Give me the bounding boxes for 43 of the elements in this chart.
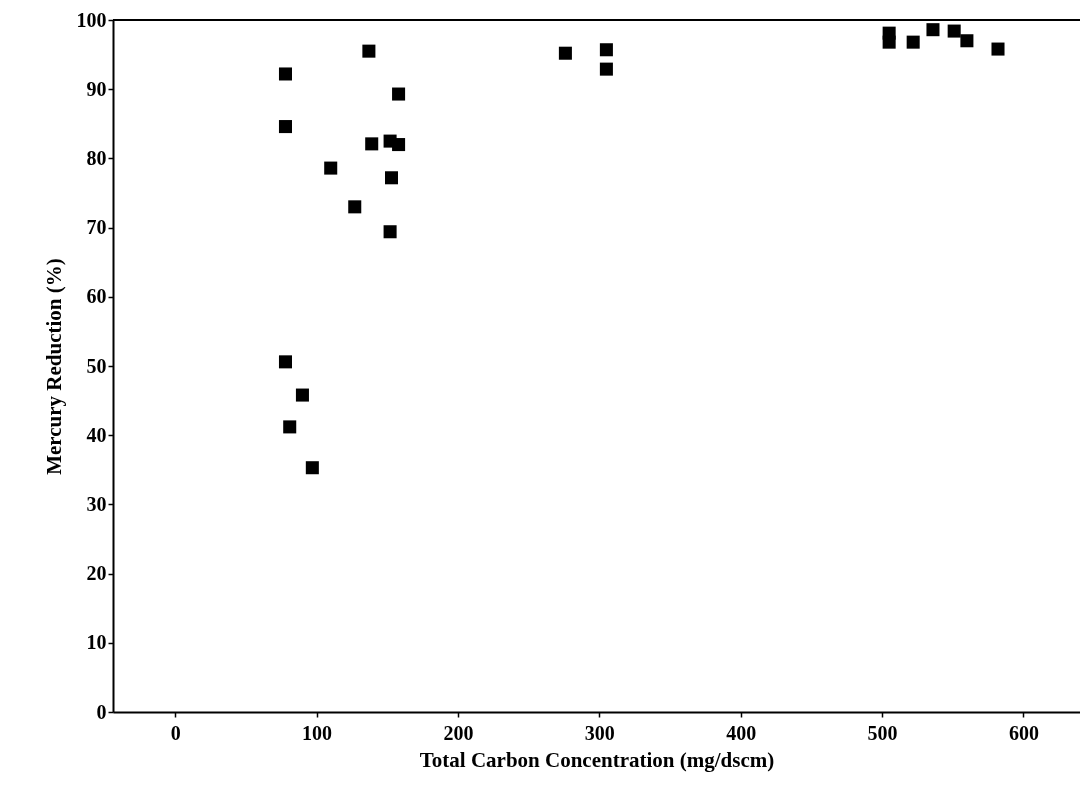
- y-tick-label: 10: [86, 631, 107, 654]
- point: [558, 46, 572, 60]
- y-tick-label: 0: [96, 700, 107, 723]
- point: [365, 137, 379, 151]
- point: [906, 35, 920, 49]
- point: [283, 420, 297, 434]
- x-tick-label: 300: [584, 721, 615, 744]
- y-tick-label: 50: [86, 354, 107, 377]
- point: [392, 87, 406, 101]
- point: [383, 225, 397, 239]
- y-tick-label: 70: [86, 216, 107, 239]
- point: [599, 62, 613, 76]
- point: [295, 388, 309, 402]
- y-tick-label: 60: [86, 285, 107, 308]
- x-tick-label: 200: [443, 721, 474, 744]
- x-tick-label: 0: [170, 721, 181, 744]
- point: [362, 44, 376, 58]
- y-tick-label: 20: [86, 562, 107, 585]
- x-tick-label: 100: [302, 721, 333, 744]
- point: [991, 42, 1005, 56]
- point: [348, 200, 362, 214]
- point: [960, 34, 974, 48]
- point: [947, 24, 961, 38]
- y-tick-label: 40: [86, 423, 107, 446]
- y-tick-label: 100: [76, 8, 107, 31]
- x-axis-title: Total Carbon Concentration (mg/dscm): [419, 747, 775, 772]
- y-tick-label: 30: [86, 492, 107, 515]
- point: [392, 138, 406, 152]
- point: [278, 355, 292, 369]
- x-tick-label: 400: [726, 721, 757, 744]
- point: [305, 461, 319, 475]
- point: [324, 161, 338, 175]
- point: [278, 67, 292, 81]
- y-tick-label: 90: [86, 77, 107, 100]
- x-tick-label: 500: [867, 721, 898, 744]
- point: [384, 171, 399, 185]
- y-tick-label: 80: [86, 146, 107, 169]
- point: [599, 43, 613, 57]
- point: [278, 120, 292, 134]
- point: [882, 35, 896, 49]
- y-axis-title: Mercury Reduction (%): [41, 258, 66, 475]
- x-tick-label: 600: [1008, 721, 1039, 744]
- point: [926, 23, 940, 37]
